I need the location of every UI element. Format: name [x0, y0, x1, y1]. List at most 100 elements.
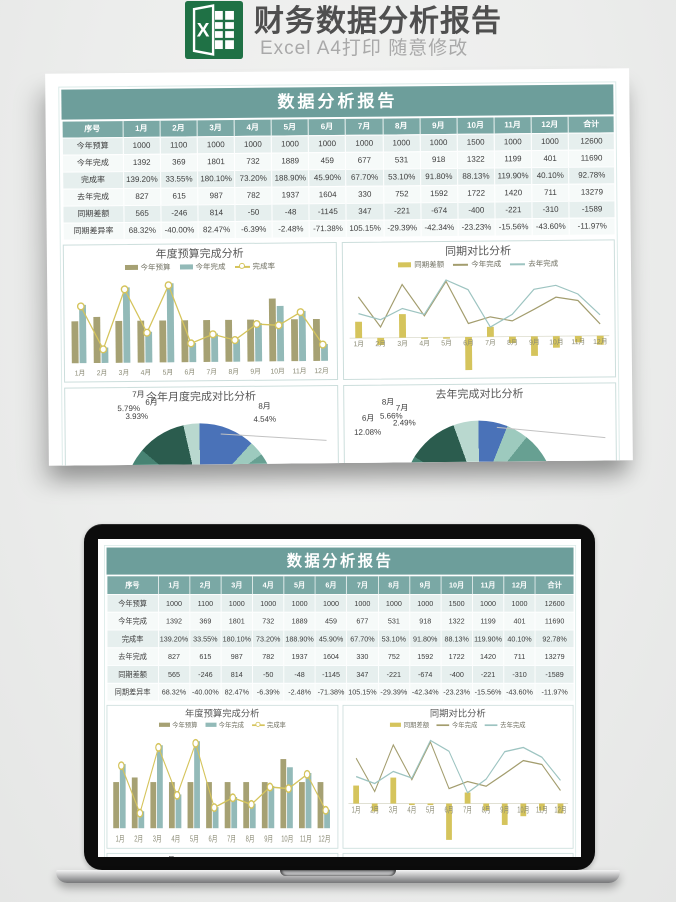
chart-title: 同期对比分析 [429, 709, 486, 720]
marker [164, 281, 173, 290]
marker [303, 769, 311, 779]
pie-callout: 12.08% [354, 427, 382, 437]
table-cell: -48 [272, 203, 310, 221]
column-header: 6月 [314, 576, 347, 595]
table-row: 完成率 139.20% 33.55% 180.10% 73.20% 188.90% 45.9… [106, 629, 574, 648]
column-header: 8月 [382, 118, 420, 135]
marker [143, 328, 151, 337]
table-cell: 565 [123, 204, 161, 223]
bar [261, 782, 268, 829]
bar [115, 320, 123, 363]
row-label: 同期差额 [62, 205, 124, 223]
x-label: 5月 [441, 339, 452, 347]
marker [118, 761, 125, 771]
table-cell: 1000 [531, 132, 569, 151]
x-label: 3月 [397, 340, 408, 348]
x-label: 2月 [97, 369, 108, 377]
table-cell: 827 [123, 187, 161, 206]
bar [225, 319, 233, 362]
bar [464, 792, 471, 804]
table-cell: 814 [197, 203, 236, 222]
x-label: 2月 [134, 835, 143, 844]
x-label: 3月 [153, 835, 162, 844]
table-cell: 677 [345, 151, 384, 169]
combo-chart-svg: 1月 2月 3月 4月 5月 6月 7月 8月 9月 10月 11月 12月 [348, 739, 568, 840]
table-cell: -674 [420, 201, 458, 220]
table-cell: 1000 [157, 593, 190, 612]
table-cell: 459 [308, 151, 346, 170]
column-header: 11月 [493, 117, 532, 134]
table-cell: 1000 [382, 134, 421, 152]
table-row: 去年完成 827 615 987 782 1937 1604 330 752 1592 1722 14… [106, 646, 574, 666]
data-table: 序号 1月 2月 3月 4月 5月 6月 7月 8月 9月 10月 11月 12月 合计 今年预算 1000… [62, 116, 615, 240]
table-cell: 615 [160, 187, 198, 205]
pie-graphic [401, 419, 556, 466]
table-cell: 91.80% [420, 167, 458, 186]
laptop-report-slot: 数据分析报告 序号 1月 2月 3月 4月 5月 6月 7月 8月 9月 10月 11月 12月 合计 今… [104, 545, 577, 857]
x-label: 9月 [500, 806, 509, 815]
table-cell: -1589 [534, 664, 574, 683]
legend-swatch [390, 722, 402, 727]
x-label: 5月 [163, 368, 174, 376]
pie-callout: 6月 [145, 397, 158, 407]
row-label: 同期差异率 [63, 222, 124, 240]
column-header: 12月 [503, 576, 536, 595]
marker [99, 345, 108, 354]
bar [501, 803, 508, 825]
table-cell: 1889 [271, 152, 309, 170]
table-cell: 401 [531, 149, 569, 168]
bar [445, 803, 452, 840]
marker [296, 308, 305, 317]
marker [208, 330, 217, 339]
table-cell: 33.55% [160, 170, 198, 188]
x-label: 8月 [507, 339, 518, 347]
chart-legend: 今年预算 今年完成 完成率 [111, 720, 334, 729]
product-title: 财务数据分析报告 [254, 5, 502, 38]
table-cell: 1420 [471, 646, 504, 666]
table-cell: 1801 [197, 152, 235, 171]
table-cell: 330 [346, 185, 384, 203]
table-cell: -310 [531, 200, 570, 219]
table-cell: 139.20% [157, 629, 190, 648]
bar [113, 782, 120, 829]
table-cell: 1000 [377, 593, 410, 612]
table-cell: -11.97% [569, 217, 615, 235]
x-label: 9月 [250, 368, 261, 376]
budget-completion-chart: 年度预算完成分析 今年预算 今年完成 完成率 1月 2月 3月 4月 5月 6月 7月 8月 9月 1… [106, 704, 338, 849]
table-cell: 180.10% [220, 629, 253, 648]
table-cell: 732 [234, 152, 272, 170]
column-header: 2月 [189, 576, 222, 595]
combo-chart-svg: 1月 2月 3月 4月 5月 6月 7月 8月 9月 10月 11月 12月 [71, 281, 329, 378]
table-cell: 987 [220, 646, 253, 666]
x-label: 7月 [463, 806, 472, 815]
table-cell: 1722 [440, 646, 473, 666]
table-cell: 119.90% [494, 167, 532, 185]
table-cell: 752 [383, 185, 421, 203]
bar [538, 803, 545, 811]
line [357, 279, 600, 328]
table-cell: -310 [503, 664, 536, 683]
marker [192, 738, 199, 748]
table-cell: -43.60% [532, 217, 570, 236]
bar [408, 803, 415, 806]
table-cell: 1100 [160, 136, 198, 154]
legend-swatch [453, 263, 469, 266]
line [355, 739, 561, 794]
budget-completion-chart: 年度预算完成分析 今年预算 今年完成 完成率 1月 2月 3月 4月 5月 6月 7月 8月 9月 1… [62, 242, 338, 383]
marker [252, 320, 261, 329]
table-cell: 782 [252, 646, 284, 666]
x-label: 9月 [264, 835, 273, 844]
table-cell: 1604 [314, 646, 347, 666]
legend-label: 今年完成 [195, 262, 226, 272]
bar [137, 320, 145, 363]
bar [122, 287, 131, 363]
bar [211, 333, 219, 362]
legend-label: 去年完成 [528, 258, 559, 269]
table-cell: 1000 [283, 593, 316, 612]
table-cell: 918 [420, 150, 458, 169]
column-header: 10月 [440, 576, 473, 595]
